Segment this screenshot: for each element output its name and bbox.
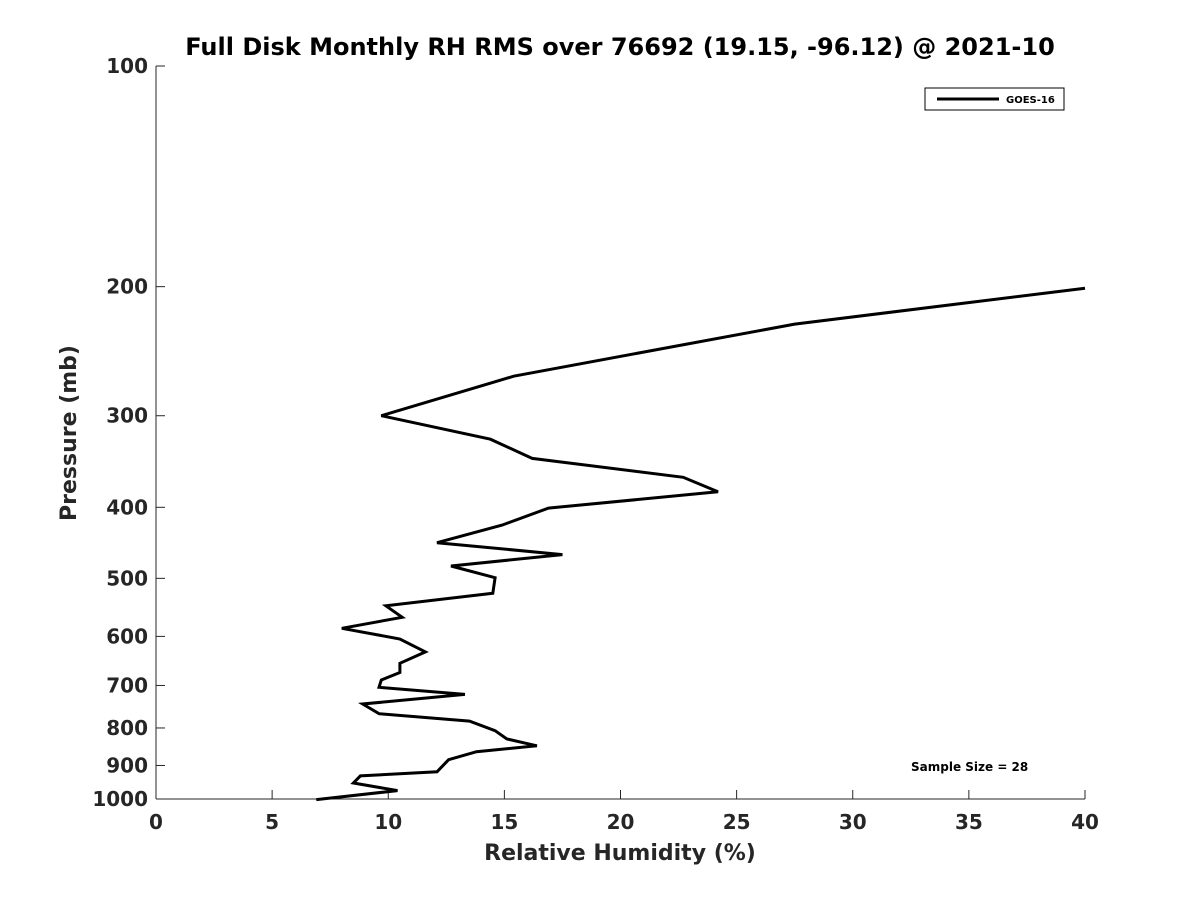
y-tick-label: 1000 [92,787,148,811]
x-tick-label: 20 [607,810,635,834]
x-tick-label: 10 [374,810,402,834]
plot-area: 0 5 10 15 20 25 30 35 40 100 200 300 400 500 600 700 800… [92,54,1099,834]
sample-size-annotation: Sample Size = 28 [911,760,1028,774]
x-axis-label: Relative Humidity (%) [484,841,756,866]
y-tick-label: 700 [106,673,148,697]
y-tick-label: 200 [106,275,148,299]
y-tick-label: 900 [106,753,148,777]
x-tick-label: 30 [839,810,867,834]
x-tick-label: 0 [149,810,163,834]
legend: GOES-16 [924,87,1065,111]
x-tick-label: 15 [490,810,518,834]
x-tick-label: 25 [723,810,751,834]
y-tick-label: 500 [106,566,148,590]
legend-label-goes16: GOES-16 [1006,95,1055,106]
y-tick-label: 100 [106,54,148,78]
y-tick-label: 400 [106,495,148,519]
y-tick-label: 600 [106,624,148,648]
x-tick-label: 35 [955,810,983,834]
series-line-goes-16 [316,286,1086,802]
x-tick-label: 40 [1071,810,1099,834]
y-tick-label: 800 [106,716,148,740]
y-axis-label: Pressure (mb) [57,345,82,521]
chart-title: Full Disk Monthly RH RMS over 76692 (19.… [185,33,1055,61]
y-tick-label: 300 [106,404,148,428]
x-tick-label: 5 [265,810,279,834]
